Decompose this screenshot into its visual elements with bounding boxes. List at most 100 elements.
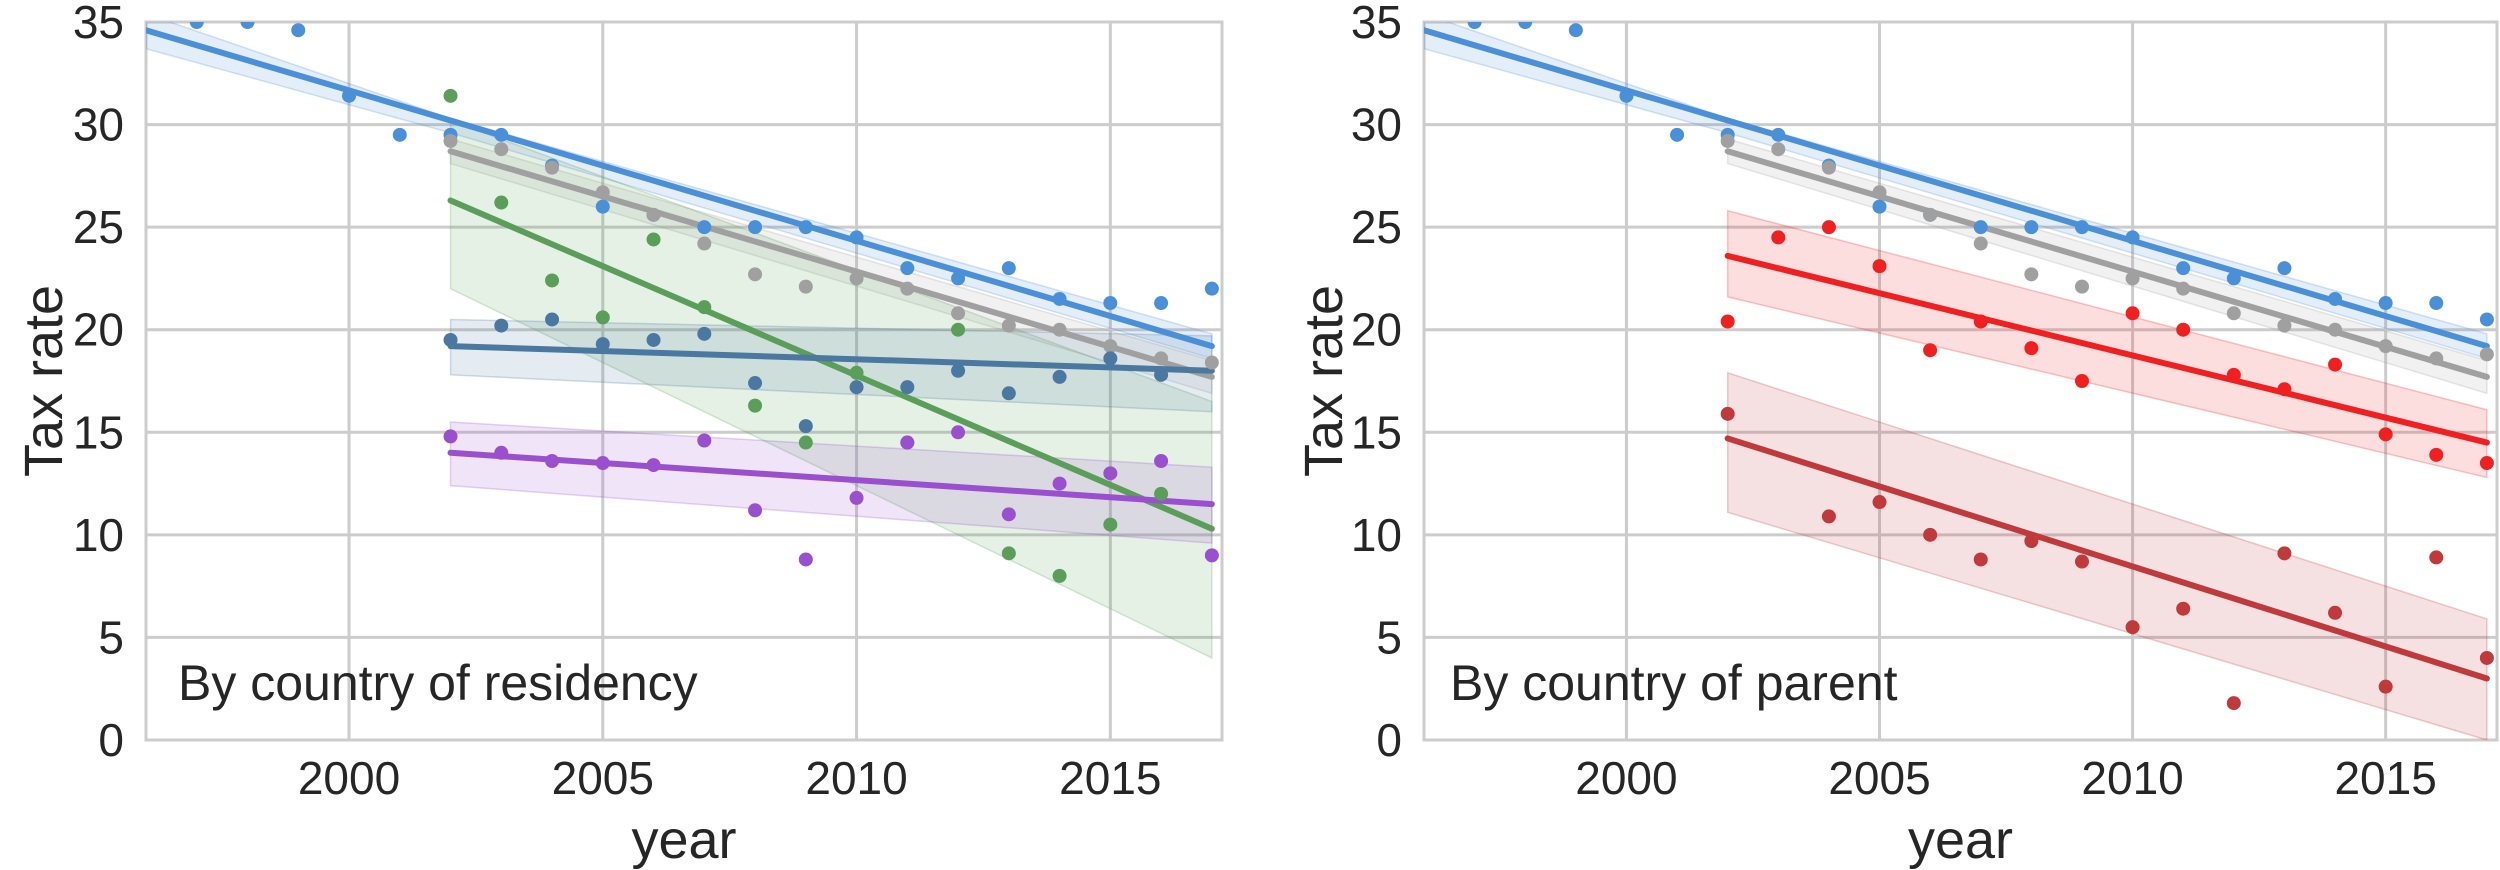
data-point-dark-red — [1973, 552, 1988, 567]
data-point-purple — [1103, 466, 1118, 481]
fit-line-green — [447, 197, 1215, 532]
fit-line-steel-blue — [447, 343, 1215, 374]
data-point-purple — [494, 445, 509, 460]
data-point-blue — [2074, 220, 2089, 235]
data-point-blue — [1670, 127, 1685, 142]
data-point-gray — [2226, 306, 2241, 321]
y-tick-label: 25 — [1351, 201, 1402, 253]
data-point-gray — [798, 279, 813, 294]
data-point-blue — [2479, 312, 2494, 327]
data-point-steel-blue — [1001, 386, 1016, 401]
y-tick-label: 35 — [1351, 0, 1402, 48]
data-point-red — [2479, 456, 2494, 471]
data-point-purple — [748, 503, 763, 518]
data-point-dark-red — [2378, 679, 2393, 694]
data-point-dark-red — [2226, 696, 2241, 711]
x-tick-label: 2000 — [1575, 752, 1677, 804]
data-point-gray — [1821, 160, 1836, 175]
data-point-gray — [1973, 236, 1988, 251]
data-point-red — [2328, 357, 2343, 372]
plot-frame — [1422, 20, 2499, 742]
y-axis-label: Tax rate — [14, 285, 74, 477]
data-point-red — [2074, 374, 2089, 388]
data-point-gray — [1103, 339, 1118, 354]
fit-line-blue — [1424, 27, 2490, 350]
data-point-purple — [1001, 507, 1016, 522]
data-point-blue — [494, 127, 509, 142]
data-point-red — [2125, 306, 2140, 321]
data-point-red — [1771, 230, 1786, 245]
data-point-green — [443, 88, 458, 103]
data-point-blue — [1103, 296, 1118, 311]
data-point-steel-blue — [443, 332, 458, 347]
data-point-red — [1973, 314, 1988, 329]
data-point-dark-red — [2024, 534, 2039, 549]
data-point-steel-blue — [900, 380, 915, 395]
y-axis-label: Tax rate — [1294, 285, 1354, 477]
data-point-blue — [1467, 22, 1482, 29]
confidence-band-red — [1726, 209, 2488, 479]
data-point-purple — [900, 435, 915, 450]
fit-line-dark-red — [1724, 435, 2490, 682]
data-point-purple — [646, 458, 661, 473]
y-tick-label: 15 — [1351, 406, 1402, 458]
data-point-red — [2429, 447, 2444, 462]
data-point-gray — [1204, 355, 1219, 370]
data-point-steel-blue — [798, 419, 813, 434]
data-point-blue — [392, 127, 407, 142]
plot-frame — [144, 20, 1224, 742]
data-point-purple — [798, 552, 813, 567]
data-point-gray — [2328, 322, 2343, 337]
data-point-gray — [1052, 322, 1067, 337]
data-point-green — [595, 310, 610, 325]
data-point-red — [2378, 427, 2393, 442]
data-point-steel-blue — [646, 332, 661, 347]
data-point-gray — [646, 207, 661, 222]
data-point-purple — [595, 456, 610, 471]
data-point-blue — [1568, 23, 1583, 38]
data-point-blue — [1771, 127, 1786, 142]
data-point-gray — [595, 185, 610, 200]
fit-line-red — [1724, 252, 2490, 446]
data-point-blue — [2277, 261, 2292, 276]
data-point-blue — [1973, 220, 1988, 235]
data-point-dark-red — [2074, 554, 2089, 569]
data-point-gray — [1923, 207, 1938, 222]
x-tick-label: 2015 — [1059, 752, 1161, 804]
data-point-gray — [2479, 347, 2494, 362]
data-point-green — [545, 273, 560, 288]
data-point-green — [798, 435, 813, 450]
data-point-red — [2024, 341, 2039, 356]
data-point-dark-red — [2479, 650, 2494, 665]
data-point-purple — [545, 454, 560, 469]
data-point-blue — [2328, 291, 2343, 306]
data-point-gray — [2277, 318, 2292, 333]
fit-line-gray — [1724, 148, 2490, 380]
data-point-purple — [849, 490, 864, 505]
data-point-steel-blue — [849, 380, 864, 395]
data-point-blue — [1872, 199, 1887, 214]
y-tick-label: 25 — [73, 201, 124, 253]
panel-annotation: By country of parent — [1450, 655, 1898, 711]
data-point-green — [1154, 486, 1169, 501]
data-point-steel-blue — [748, 376, 763, 391]
y-tick-label: 0 — [98, 714, 124, 766]
data-point-gray — [849, 271, 864, 286]
data-point-gray — [1001, 318, 1016, 333]
data-point-gray — [2429, 351, 2444, 366]
y-tick-label: 10 — [73, 509, 124, 561]
y-tick-label: 35 — [73, 0, 124, 48]
data-point-purple — [697, 433, 712, 448]
data-point-blue — [189, 22, 204, 29]
data-point-green — [1052, 568, 1067, 583]
data-point-dark-red — [2429, 550, 2444, 565]
data-point-steel-blue — [697, 326, 712, 341]
data-point-steel-blue — [545, 312, 560, 327]
data-point-gray — [1720, 133, 1735, 148]
data-point-gray — [951, 306, 966, 321]
data-point-dark-red — [2277, 546, 2292, 561]
x-tick-label: 2005 — [1828, 752, 1930, 804]
data-point-blue — [697, 220, 712, 235]
data-point-gray — [2125, 271, 2140, 286]
